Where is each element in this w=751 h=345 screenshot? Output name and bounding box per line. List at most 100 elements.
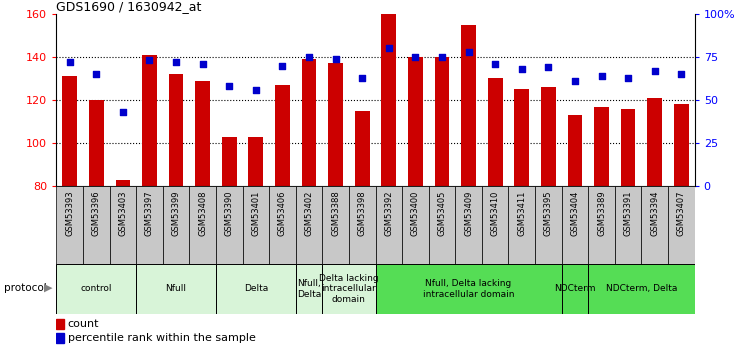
- Text: NDCterm: NDCterm: [554, 284, 596, 294]
- Point: [356, 75, 368, 80]
- Text: GSM53397: GSM53397: [145, 190, 154, 236]
- Point: [330, 56, 342, 61]
- Point: [64, 59, 76, 65]
- Text: NDCterm, Delta: NDCterm, Delta: [606, 284, 677, 294]
- Bar: [222, 137, 237, 186]
- Point: [542, 65, 554, 70]
- Bar: [89, 100, 104, 186]
- FancyBboxPatch shape: [136, 264, 216, 314]
- Text: Delta: Delta: [243, 284, 268, 294]
- FancyBboxPatch shape: [615, 186, 641, 266]
- Text: GSM53392: GSM53392: [385, 190, 394, 236]
- Point: [276, 63, 288, 68]
- Bar: [541, 87, 556, 186]
- Text: protocol: protocol: [4, 283, 47, 293]
- Text: GSM53404: GSM53404: [571, 190, 580, 236]
- Bar: [594, 107, 609, 186]
- Point: [170, 59, 182, 65]
- Text: GSM53411: GSM53411: [517, 190, 526, 236]
- FancyBboxPatch shape: [83, 186, 110, 266]
- Bar: [568, 115, 582, 186]
- Text: Delta lacking
intracellular
domain: Delta lacking intracellular domain: [319, 274, 379, 304]
- FancyBboxPatch shape: [269, 186, 296, 266]
- Bar: [249, 137, 263, 186]
- Point: [649, 68, 661, 73]
- Text: GSM53390: GSM53390: [225, 190, 234, 236]
- Point: [383, 46, 395, 51]
- Text: ▶: ▶: [44, 283, 52, 293]
- Text: GSM53401: GSM53401: [252, 190, 261, 236]
- Point: [569, 78, 581, 84]
- Text: Nfull: Nfull: [165, 284, 186, 294]
- Text: GSM53393: GSM53393: [65, 190, 74, 236]
- FancyBboxPatch shape: [376, 186, 402, 266]
- Text: GSM53388: GSM53388: [331, 190, 340, 236]
- FancyBboxPatch shape: [189, 186, 216, 266]
- FancyBboxPatch shape: [588, 186, 615, 266]
- Point: [436, 54, 448, 60]
- Text: GSM53403: GSM53403: [119, 190, 128, 236]
- Text: GSM53396: GSM53396: [92, 190, 101, 236]
- Bar: [408, 57, 423, 186]
- Text: percentile rank within the sample: percentile rank within the sample: [68, 333, 255, 343]
- Bar: [302, 59, 316, 186]
- Text: GSM53391: GSM53391: [623, 190, 632, 236]
- Text: GSM53406: GSM53406: [278, 190, 287, 236]
- Text: GSM53402: GSM53402: [304, 190, 313, 236]
- Text: count: count: [68, 319, 99, 329]
- Bar: [56, 319, 64, 329]
- FancyBboxPatch shape: [402, 186, 429, 266]
- FancyBboxPatch shape: [376, 264, 562, 314]
- FancyBboxPatch shape: [349, 186, 376, 266]
- FancyBboxPatch shape: [163, 186, 189, 266]
- FancyBboxPatch shape: [668, 186, 695, 266]
- FancyBboxPatch shape: [562, 264, 588, 314]
- Bar: [488, 79, 502, 186]
- Bar: [56, 333, 64, 344]
- Text: GSM53405: GSM53405: [438, 190, 447, 236]
- FancyBboxPatch shape: [588, 264, 695, 314]
- Text: Nfull,
Delta: Nfull, Delta: [297, 279, 321, 299]
- FancyBboxPatch shape: [296, 264, 322, 314]
- Bar: [514, 89, 529, 186]
- FancyBboxPatch shape: [322, 186, 349, 266]
- Bar: [116, 180, 130, 186]
- Point: [143, 58, 155, 63]
- Point: [622, 75, 634, 80]
- Point: [596, 73, 608, 79]
- FancyBboxPatch shape: [56, 264, 136, 314]
- Text: Nfull, Delta lacking
intracellular domain: Nfull, Delta lacking intracellular domai…: [423, 279, 514, 299]
- Text: GDS1690 / 1630942_at: GDS1690 / 1630942_at: [56, 0, 202, 13]
- Text: GSM53408: GSM53408: [198, 190, 207, 236]
- Text: GSM53395: GSM53395: [544, 190, 553, 236]
- FancyBboxPatch shape: [535, 186, 562, 266]
- Bar: [142, 55, 157, 186]
- Point: [197, 61, 209, 67]
- Point: [117, 109, 129, 115]
- FancyBboxPatch shape: [136, 186, 163, 266]
- Text: control: control: [80, 284, 112, 294]
- Bar: [382, 14, 396, 186]
- FancyBboxPatch shape: [56, 186, 83, 266]
- Bar: [62, 76, 77, 186]
- Bar: [195, 81, 210, 186]
- Text: GSM53407: GSM53407: [677, 190, 686, 236]
- Text: GSM53399: GSM53399: [171, 190, 180, 236]
- Point: [409, 54, 421, 60]
- Point: [250, 87, 262, 92]
- Point: [223, 83, 235, 89]
- Bar: [621, 109, 635, 186]
- Point: [516, 66, 528, 72]
- Point: [463, 49, 475, 55]
- Bar: [355, 111, 369, 186]
- Bar: [647, 98, 662, 186]
- Bar: [435, 57, 449, 186]
- Bar: [169, 74, 183, 186]
- FancyBboxPatch shape: [322, 264, 376, 314]
- FancyBboxPatch shape: [243, 186, 269, 266]
- FancyBboxPatch shape: [482, 186, 508, 266]
- Bar: [328, 63, 343, 186]
- Bar: [275, 85, 290, 186]
- FancyBboxPatch shape: [216, 186, 243, 266]
- Point: [90, 71, 102, 77]
